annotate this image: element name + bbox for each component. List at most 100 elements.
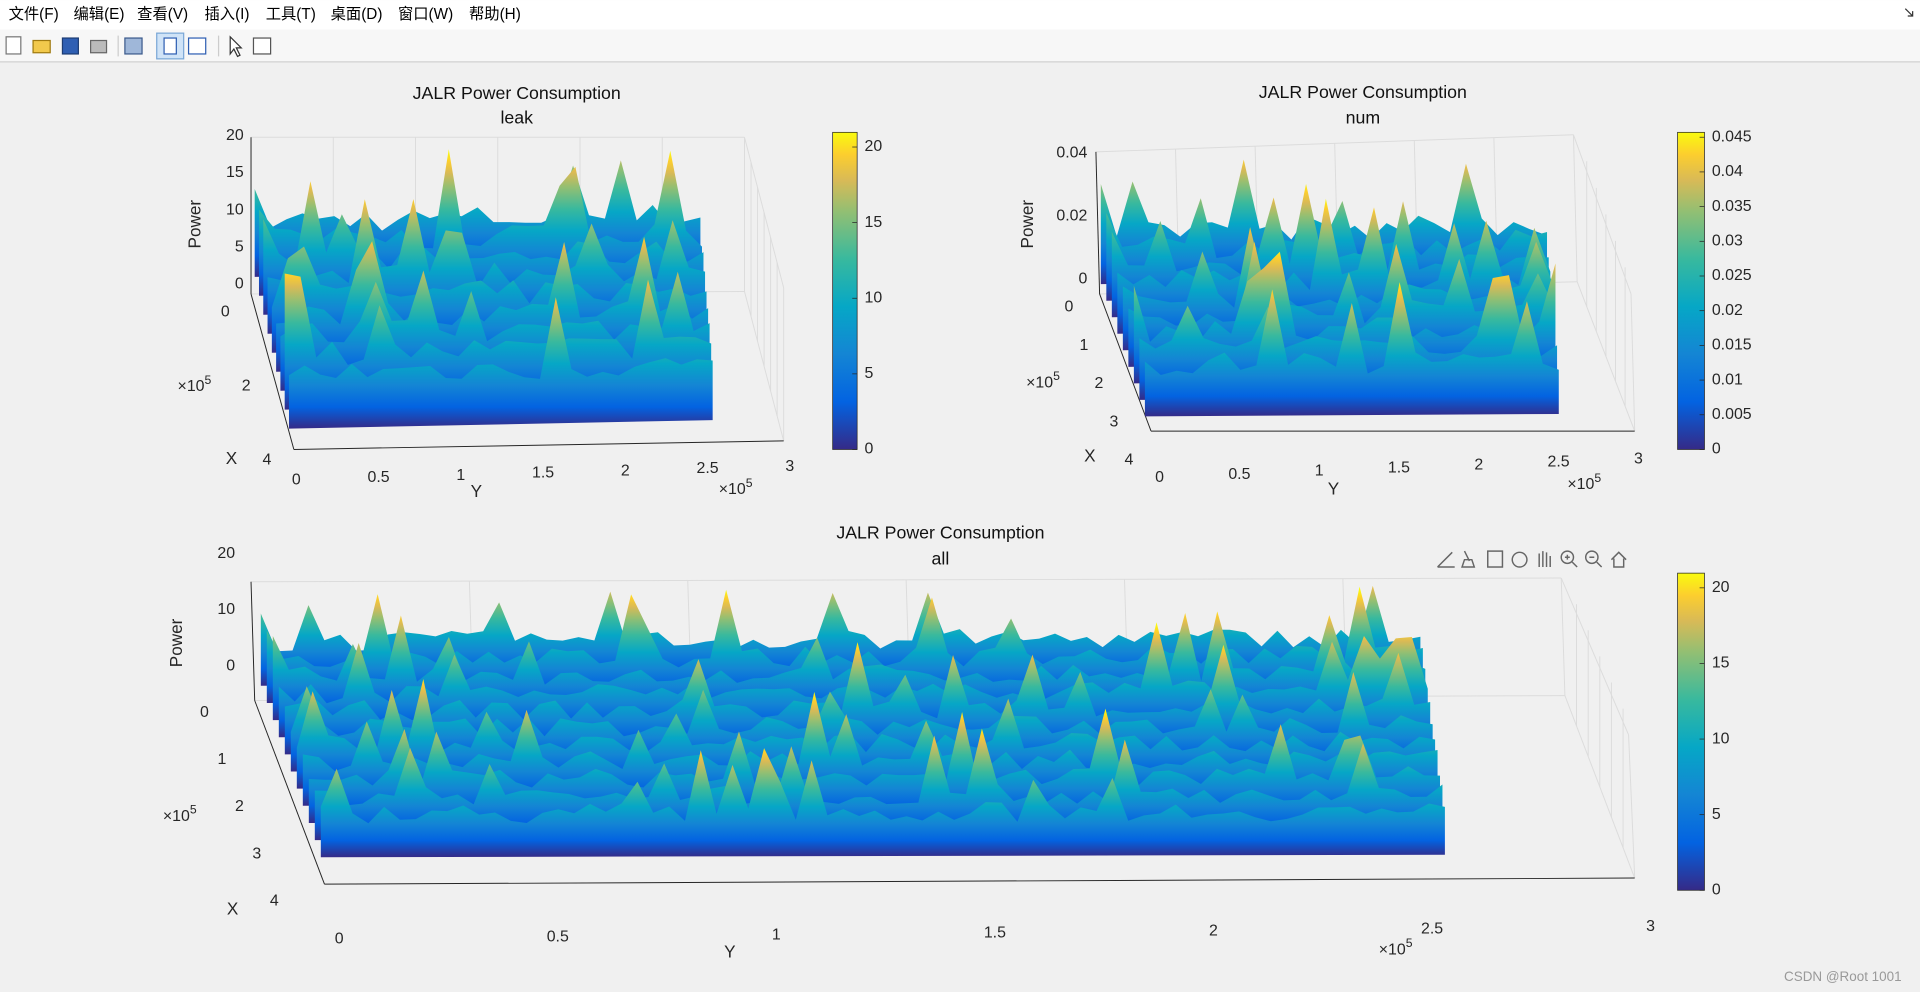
- menu-item[interactable]: 查看(V): [137, 6, 188, 23]
- axis-multiplier: ×105: [719, 476, 753, 498]
- colorbar: [1677, 131, 1705, 450]
- print-icon[interactable]: [90, 39, 108, 54]
- plot-title: JALR Power Consumption: [413, 83, 621, 103]
- box-line: [1572, 134, 1578, 282]
- zoom-in-icon[interactable]: [1560, 550, 1575, 565]
- y-tick-label: 0.5: [368, 469, 390, 486]
- multiplier-power: 5: [746, 476, 753, 490]
- undock-icon[interactable]: [1904, 8, 1914, 17]
- axis-multiplier: ×105: [178, 373, 212, 395]
- plot-subtitle: leak: [500, 108, 533, 128]
- y-tick-label: 3: [1634, 450, 1643, 467]
- z-tick-label: 5: [235, 238, 244, 255]
- axis-line: [324, 877, 1635, 885]
- menu-item[interactable]: 工具(T): [266, 6, 316, 23]
- legend-icon[interactable]: [187, 37, 207, 55]
- colorbar-tick-label: 0.03: [1712, 233, 1743, 250]
- colorbar-tick-label: 5: [864, 365, 873, 382]
- colorbar-tick-label: 0.015: [1712, 337, 1752, 354]
- y-tick-label: 3: [785, 458, 794, 475]
- surface-row: [278, 622, 1428, 738]
- axes: JALR Power ConsumptionallPowerXY20100012…: [163, 523, 1730, 962]
- x-tick-label: 0: [1065, 299, 1074, 316]
- watermark: CSDN @Root 1001: [1784, 969, 1902, 984]
- colorbar-tick-label: 10: [1712, 730, 1730, 747]
- z-tick-label: 10: [217, 601, 235, 618]
- pan-icon[interactable]: [1538, 551, 1551, 568]
- multiplier-base: ×10: [178, 378, 205, 395]
- new-icon[interactable]: [5, 36, 22, 55]
- rotate-icon[interactable]: [1511, 551, 1528, 568]
- y-tick-label: 1: [772, 926, 781, 943]
- multiplier-base: ×10: [719, 481, 746, 498]
- y-tick-label: 2: [621, 462, 630, 479]
- z-tick-label: 20: [217, 545, 235, 562]
- menu-item[interactable]: 窗口(W): [398, 5, 453, 23]
- multiplier-power: 5: [1594, 471, 1601, 485]
- y-tick-label: 0: [292, 471, 301, 488]
- menu-item[interactable]: 帮助(H): [469, 6, 521, 23]
- x-tick-label: 4: [270, 893, 279, 910]
- brush-icon[interactable]: [1461, 550, 1476, 568]
- colorbar-tick-label: 0.01: [1712, 371, 1743, 388]
- toolbar: [0, 29, 1920, 62]
- datatip-icon[interactable]: [1487, 550, 1504, 568]
- box-line: [1560, 578, 1566, 696]
- z-tick-label: 0: [235, 275, 244, 292]
- zoom-in-glyph: [1564, 554, 1578, 568]
- box-line: [1560, 577, 1630, 735]
- colorbar-tick-label: 0: [864, 441, 873, 458]
- axis-multiplier: ×105: [163, 803, 197, 825]
- axis-multiplier: ×105: [1379, 936, 1413, 958]
- axis-multiplier: ×105: [1567, 471, 1601, 493]
- menu-item[interactable]: 桌面(D): [331, 6, 383, 23]
- colorbar-tick-label: 20: [1712, 579, 1730, 596]
- z-axis-label: Power: [166, 618, 186, 667]
- y-tick-label: 0: [335, 930, 344, 947]
- colorbar-tick-label: 0.04: [1712, 163, 1743, 180]
- menu-item[interactable]: 编辑(E): [73, 6, 124, 23]
- menu-item[interactable]: 插入(I): [204, 6, 249, 23]
- plot-title: JALR Power Consumption: [1259, 82, 1467, 102]
- y-tick-label: 1.5: [984, 924, 1006, 941]
- select-icon[interactable]: [229, 35, 243, 58]
- zoom-out-icon[interactable]: [1584, 550, 1599, 565]
- y-tick-label: 0.5: [547, 928, 569, 945]
- axes: JALR Power Consumption num Power X Y 0.04 0.02…: [1017, 82, 1752, 499]
- colorbar: [1677, 572, 1705, 891]
- y-tick-label: 2: [1209, 922, 1218, 939]
- colorbar-tick-label: 0.025: [1712, 267, 1752, 284]
- y-tick-label: 1: [456, 467, 465, 484]
- colorbar-tick-label: 15: [864, 214, 882, 231]
- colorbar-tick-label: 10: [864, 289, 882, 306]
- x-tick-label: 2: [235, 798, 244, 815]
- home-icon[interactable]: [1610, 551, 1627, 568]
- x-tick-label: 2: [242, 378, 251, 395]
- y-tick-label: 1.5: [1388, 460, 1410, 477]
- axis-line: [254, 700, 325, 885]
- axis-line: [293, 440, 784, 450]
- figure-icon[interactable]: [124, 37, 143, 55]
- dock-icon[interactable]: [252, 37, 272, 55]
- x-tick-label: 1: [218, 751, 227, 768]
- colorbar-tick-label: 0.035: [1712, 198, 1752, 215]
- multiplier-power: 5: [190, 803, 197, 817]
- open-icon[interactable]: [32, 39, 51, 54]
- x-tick-label: 4: [263, 452, 272, 469]
- axis-line: [1095, 151, 1101, 294]
- x-tick-label: 1: [1080, 337, 1089, 354]
- surface-row: [1144, 282, 1559, 417]
- axis-line: [1099, 293, 1152, 432]
- z-axis-label: Power: [1017, 200, 1037, 249]
- z-tick-label: 0.02: [1056, 207, 1087, 224]
- z-tick-label: 0.04: [1056, 144, 1087, 161]
- y-tick-label: 2.5: [696, 460, 718, 477]
- plot-browser-icon[interactable]: [163, 37, 177, 55]
- axis-line: [250, 581, 256, 701]
- save-icon[interactable]: [61, 37, 79, 55]
- export-icon[interactable]: [1437, 551, 1455, 568]
- menu-item[interactable]: 文件(F): [9, 6, 59, 23]
- y-tick-label: 2: [1474, 457, 1483, 474]
- z-tick-label: 0: [1078, 270, 1087, 287]
